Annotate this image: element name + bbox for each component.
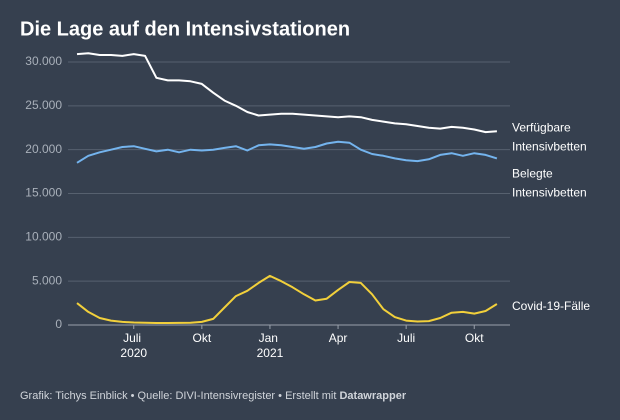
text-line: 2020 [120, 346, 147, 360]
y-tick-label: 25.000 [25, 98, 62, 112]
y-tick-label: 5.000 [32, 273, 62, 287]
series-label: Verfügbare Intensivbetten [512, 120, 587, 153]
source: Grafik: Tichys Einblick • Quelle: DIVI-I… [20, 390, 336, 402]
y-tick-label: 30.000 [25, 54, 62, 68]
line [76, 274, 498, 324]
text-line: Intensivbetten [512, 186, 587, 200]
text-line: Jan [259, 331, 282, 345]
text-line: Verfügbare [512, 120, 574, 134]
series-label: Covid-19-Fälle [512, 299, 590, 313]
line [76, 140, 498, 164]
x-tick-label: Okt [193, 331, 212, 345]
y-tick-label: 0 [55, 317, 62, 331]
footer: Grafik: Tichys Einblick • Quelle: DIVI-I… [20, 390, 407, 402]
y-tick-label: 10.000 [25, 230, 62, 244]
line [76, 52, 497, 134]
y-tick-label: 15.000 [25, 186, 62, 200]
chart-title: Die Lage auf den Intensivstationen [20, 18, 350, 40]
x-tick-label: Apr [329, 331, 348, 345]
x-tick-label: Juli [397, 331, 415, 345]
x-tick-label: Juli 2020 [120, 331, 147, 360]
text-line: Juli [123, 331, 144, 345]
series-label: Belegte Intensivbetten [512, 167, 587, 200]
text-line: 2021 [257, 346, 284, 360]
y-tick-label: 20.000 [25, 142, 62, 156]
x-tick-label: Jan 2021 [257, 331, 284, 360]
source-brand: Datawrapper [339, 390, 406, 402]
text-line: Intensivbetten [512, 139, 587, 153]
x-tick-label: Okt [465, 331, 484, 345]
text-line: Belegte [512, 167, 556, 181]
